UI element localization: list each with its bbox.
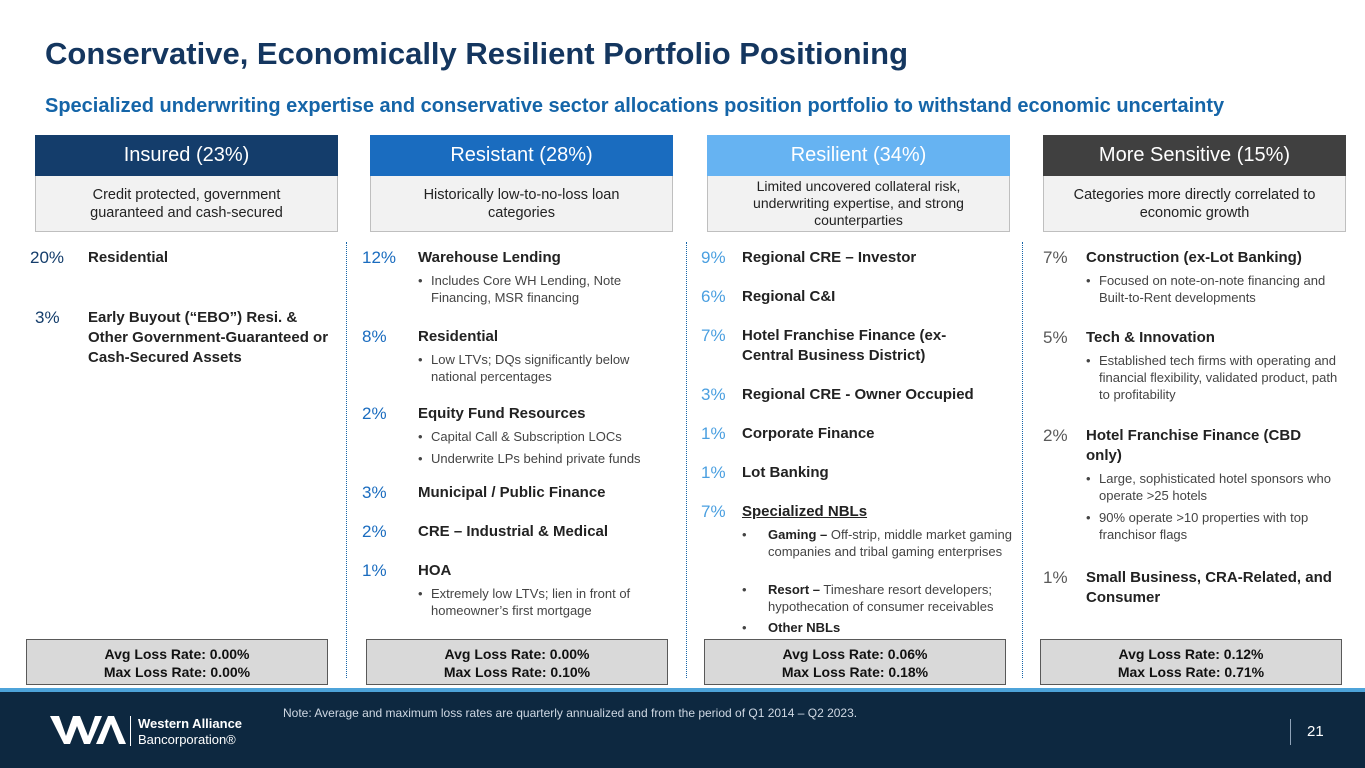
item-pct: 7% bbox=[701, 502, 726, 521]
item-pct: 6% bbox=[701, 287, 726, 306]
column-resilient: Resilient (34%) Limited uncovered collat… bbox=[701, 135, 1012, 636]
item-pct: 1% bbox=[701, 463, 726, 482]
item-pct: 1% bbox=[1043, 568, 1068, 587]
max-loss-rate: Max Loss Rate: 0.71% bbox=[1117, 664, 1265, 680]
bullet-text: Timeshare resort developers; hypothecati… bbox=[768, 582, 994, 614]
item-pct: 20% bbox=[30, 248, 65, 267]
item-pct: 9% bbox=[701, 248, 726, 267]
item-bullet: Capital Call & Subscription LOCs bbox=[418, 428, 673, 445]
item-pct: 2% bbox=[362, 404, 387, 423]
item-label: Tech & Innovation bbox=[1086, 329, 1215, 346]
max-loss-rate: Max Loss Rate: 0.18% bbox=[781, 664, 929, 680]
page-number: 21 bbox=[1307, 723, 1324, 740]
avg-loss-rate: Avg Loss Rate: 0.06% bbox=[782, 646, 928, 662]
footer-accent-line bbox=[0, 688, 1365, 692]
item-label: HOA bbox=[418, 562, 452, 579]
page-divider bbox=[1290, 719, 1291, 745]
logo-subname: Bancorporation® bbox=[138, 732, 236, 747]
column-more-sensitive: More Sensitive (15%) Categories more dir… bbox=[1043, 135, 1346, 632]
item-bullet: Underwrite LPs behind private funds bbox=[418, 450, 673, 467]
max-loss-rate: Max Loss Rate: 0.00% bbox=[103, 664, 251, 680]
item-label: Lot Banking bbox=[742, 464, 829, 481]
item-bullet: 90% operate >10 properties with top fran… bbox=[1086, 509, 1336, 543]
item-pct: 3% bbox=[35, 308, 60, 327]
avg-loss-rate: Avg Loss Rate: 0.00% bbox=[444, 646, 590, 662]
item-label: Early Buyout (“EBO”) Resi. & Other Gover… bbox=[88, 309, 329, 366]
footer bbox=[0, 692, 1365, 768]
column-description: Categories more directly correlated to e… bbox=[1043, 176, 1346, 232]
item-bullet: Large, sophisticated hotel sponsors who … bbox=[1086, 470, 1336, 504]
item-pct: 7% bbox=[701, 326, 726, 345]
item-pct: 3% bbox=[362, 483, 387, 502]
company-logo-icon bbox=[50, 714, 126, 751]
item-bullet: Other NBLs bbox=[742, 619, 1017, 636]
column-insured: Insured (23%) Credit protected, governme… bbox=[30, 135, 338, 632]
item-pct: 3% bbox=[701, 385, 726, 404]
item-label: Corporate Finance bbox=[742, 425, 875, 442]
item-label: Equity Fund Resources bbox=[418, 405, 586, 422]
item-label: Municipal / Public Finance bbox=[418, 484, 606, 501]
loss-rate-box: Avg Loss Rate: 0.06% Max Loss Rate: 0.18… bbox=[704, 639, 1006, 685]
logo-name: Western Alliance bbox=[138, 716, 243, 731]
column-divider bbox=[686, 242, 687, 678]
item-pct: 1% bbox=[701, 424, 726, 443]
loss-rate-box: Avg Loss Rate: 0.12% Max Loss Rate: 0.71… bbox=[1040, 639, 1342, 685]
item-label: Regional CRE – Investor bbox=[742, 249, 917, 266]
item-pct: 2% bbox=[1043, 426, 1068, 445]
column-divider bbox=[1022, 242, 1023, 678]
bullet-bold: Gaming – bbox=[768, 527, 828, 542]
item-bullet: Gaming – Off-strip, middle market gaming… bbox=[742, 526, 1017, 560]
column-divider bbox=[346, 242, 347, 678]
item-label: Regional C&I bbox=[742, 288, 836, 305]
item-label: Residential bbox=[88, 249, 169, 266]
item-label: Hotel Franchise Finance (CBD only) bbox=[1086, 427, 1302, 464]
loss-rate-box: Avg Loss Rate: 0.00% Max Loss Rate: 0.00… bbox=[26, 639, 328, 685]
item-pct: 5% bbox=[1043, 328, 1068, 347]
logo-divider bbox=[130, 716, 131, 746]
loss-rate-box: Avg Loss Rate: 0.00% Max Loss Rate: 0.10… bbox=[366, 639, 668, 685]
column-header: More Sensitive (15%) bbox=[1043, 135, 1346, 176]
page-title: Conservative, Economically Resilient Por… bbox=[45, 36, 909, 71]
item-label: Residential bbox=[418, 328, 499, 345]
avg-loss-rate: Avg Loss Rate: 0.12% bbox=[1118, 646, 1264, 662]
item-label: Regional CRE - Owner Occupied bbox=[742, 386, 974, 403]
avg-loss-rate: Avg Loss Rate: 0.00% bbox=[104, 646, 250, 662]
column-description: Credit protected, government guaranteed … bbox=[35, 176, 338, 232]
item-pct: 2% bbox=[362, 522, 387, 541]
column-resistant: Resistant (28%) Historically low-to-no-l… bbox=[362, 135, 673, 632]
item-pct: 1% bbox=[362, 561, 387, 580]
item-pct: 8% bbox=[362, 327, 387, 346]
max-loss-rate: Max Loss Rate: 0.10% bbox=[443, 664, 591, 680]
item-label: Construction (ex-Lot Banking) bbox=[1086, 249, 1302, 266]
item-bullet: Extremely low LTVs; lien in front of hom… bbox=[418, 585, 658, 619]
item-label: Small Business, CRA-Related, and Consume… bbox=[1086, 569, 1332, 606]
column-description: Historically low-to-no-loss loan categor… bbox=[370, 176, 673, 232]
item-bullet: Low LTVs; DQs significantly below nation… bbox=[418, 351, 658, 385]
item-label: Specialized NBLs bbox=[742, 503, 868, 520]
item-bullet: Resort – Timeshare resort developers; hy… bbox=[742, 581, 1017, 615]
bullet-text: Off-strip, middle market gaming companie… bbox=[768, 527, 1012, 559]
column-description: Limited uncovered collateral risk, under… bbox=[707, 176, 1010, 232]
footnote: Note: Average and maximum loss rates are… bbox=[283, 706, 858, 720]
item-label: CRE – Industrial & Medical bbox=[418, 523, 609, 540]
bullet-bold: Resort – bbox=[768, 582, 821, 597]
item-bullet: Focused on note-on-note financing and Bu… bbox=[1086, 272, 1336, 306]
item-pct: 12% bbox=[362, 248, 397, 267]
item-label: Warehouse Lending bbox=[418, 249, 561, 266]
item-pct: 7% bbox=[1043, 248, 1068, 267]
item-label: Hotel Franchise Finance (ex-Central Busi… bbox=[742, 327, 947, 364]
item-bullet: Established tech firms with operating an… bbox=[1086, 352, 1346, 403]
column-header: Insured (23%) bbox=[35, 135, 338, 176]
page-subtitle: Specialized underwriting expertise and c… bbox=[45, 95, 1225, 117]
item-bullet: Includes Core WH Lending, Note Financing… bbox=[418, 272, 648, 306]
column-header: Resistant (28%) bbox=[370, 135, 673, 176]
bullet-bold: Other NBLs bbox=[768, 620, 841, 635]
column-header: Resilient (34%) bbox=[707, 135, 1010, 176]
